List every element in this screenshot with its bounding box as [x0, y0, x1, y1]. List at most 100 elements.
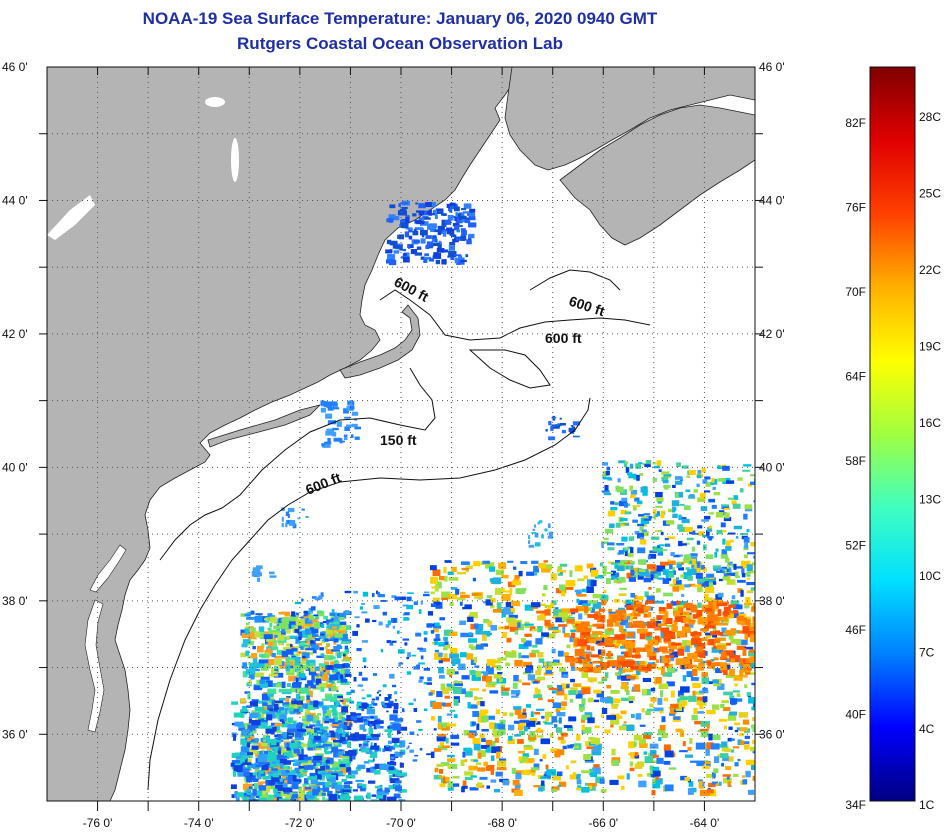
sst-pixel — [713, 491, 721, 496]
sst-pixel — [406, 747, 409, 750]
sst-pixel — [343, 434, 348, 441]
sst-pixel — [279, 714, 287, 722]
sst-pixel — [667, 559, 671, 562]
sst-pixel — [664, 485, 669, 490]
sst-pixel — [653, 770, 661, 777]
sst-pixel — [519, 730, 526, 735]
sst-pixel — [716, 783, 722, 786]
sst-pixel — [445, 737, 449, 744]
sst-pixel — [634, 530, 640, 535]
sst-pixel — [647, 555, 651, 560]
sst-pixel — [524, 604, 534, 611]
sst-pixel — [377, 591, 380, 597]
sst-pixel — [624, 461, 629, 464]
sst-pixel — [713, 768, 719, 774]
sst-pixel — [384, 729, 393, 733]
sst-pixel — [576, 690, 585, 695]
sst-pixel — [682, 626, 691, 633]
sst-pixel — [261, 643, 265, 648]
sst-pixel — [541, 715, 545, 719]
sst-pixel — [342, 633, 348, 639]
sst-pixel — [667, 560, 676, 565]
sst-pixel — [316, 754, 324, 757]
sst-pixel — [251, 719, 261, 726]
sst-pixel — [469, 704, 478, 709]
sst-pixel — [420, 600, 423, 605]
sst-pixel — [630, 713, 635, 718]
sst-pixel — [360, 716, 371, 719]
sst-pixel — [626, 660, 636, 665]
sst-pixel — [311, 743, 320, 747]
sst-pixel — [527, 758, 535, 763]
sst-pixel — [737, 630, 745, 634]
land-us-east-coast — [47, 67, 516, 801]
sst-pixel — [378, 593, 385, 598]
sst-pixel — [650, 536, 660, 540]
sst-pixel — [518, 644, 529, 650]
sst-pixel — [331, 618, 334, 622]
sst-pixel — [370, 734, 381, 737]
sst-pixel — [512, 779, 520, 786]
sst-pixel — [430, 576, 438, 584]
sst-pixel — [721, 627, 727, 634]
sst-pixel — [702, 687, 708, 693]
sst-pixel — [606, 619, 614, 627]
sst-pixel — [540, 776, 547, 780]
sst-pixel — [273, 658, 282, 666]
sst-pixel — [664, 611, 669, 619]
sst-pixel — [297, 624, 302, 630]
sst-pixel — [651, 621, 662, 628]
sst-pixel — [668, 658, 675, 662]
sst-pixel — [547, 684, 553, 689]
sst-pixel — [555, 709, 561, 713]
sst-pixel — [685, 567, 690, 570]
sst-pixel — [247, 724, 256, 731]
sst-pixel — [727, 781, 731, 787]
sst-pixel — [460, 235, 466, 241]
sst-pixel — [388, 745, 396, 750]
sst-pixel — [389, 240, 398, 246]
sst-pixel — [311, 732, 317, 736]
sst-pixel — [304, 644, 309, 647]
sst-pixel — [343, 704, 349, 708]
sst-pixel — [331, 667, 338, 673]
sst-pixel — [362, 719, 368, 722]
sst-pixel — [654, 600, 665, 604]
sst-pixel — [722, 777, 732, 784]
sst-pixel — [672, 484, 676, 488]
sst-pixel — [623, 721, 627, 724]
sst-pixel — [344, 426, 350, 431]
sst-pixel — [627, 632, 634, 638]
sst-pixel — [249, 701, 259, 707]
sst-pixel — [517, 714, 526, 719]
sst-pixel — [399, 762, 404, 768]
sst-pixel — [646, 564, 656, 570]
sst-pixel — [645, 600, 655, 604]
sst-pixel — [368, 780, 376, 784]
sst-pixel — [726, 776, 730, 780]
sst-pixel — [432, 597, 440, 603]
sst-pixel — [497, 672, 503, 675]
sst-pixel — [302, 656, 306, 659]
sst-pixel — [285, 635, 290, 641]
sst-pixel — [544, 619, 551, 626]
sst-pixel — [434, 767, 439, 773]
sst-pixel — [521, 638, 526, 643]
sst-pixel — [489, 690, 499, 694]
sst-pixel — [464, 776, 473, 781]
sst-pixel — [284, 707, 288, 715]
sst-pixel — [694, 651, 704, 657]
sst-pixel — [258, 769, 264, 774]
sst-pixel — [292, 763, 301, 767]
sst-pixel — [501, 687, 510, 691]
sst-pixel — [409, 731, 415, 736]
sst-pixel — [343, 725, 352, 731]
sst-pixel — [263, 767, 271, 775]
sst-pixel — [286, 696, 291, 699]
sst-pixel — [639, 473, 643, 476]
sst-pixel — [252, 788, 257, 796]
sst-pixel — [418, 203, 426, 209]
sst-pixel — [588, 784, 596, 791]
sst-pixel — [327, 771, 335, 774]
sst-pixel — [630, 666, 639, 670]
